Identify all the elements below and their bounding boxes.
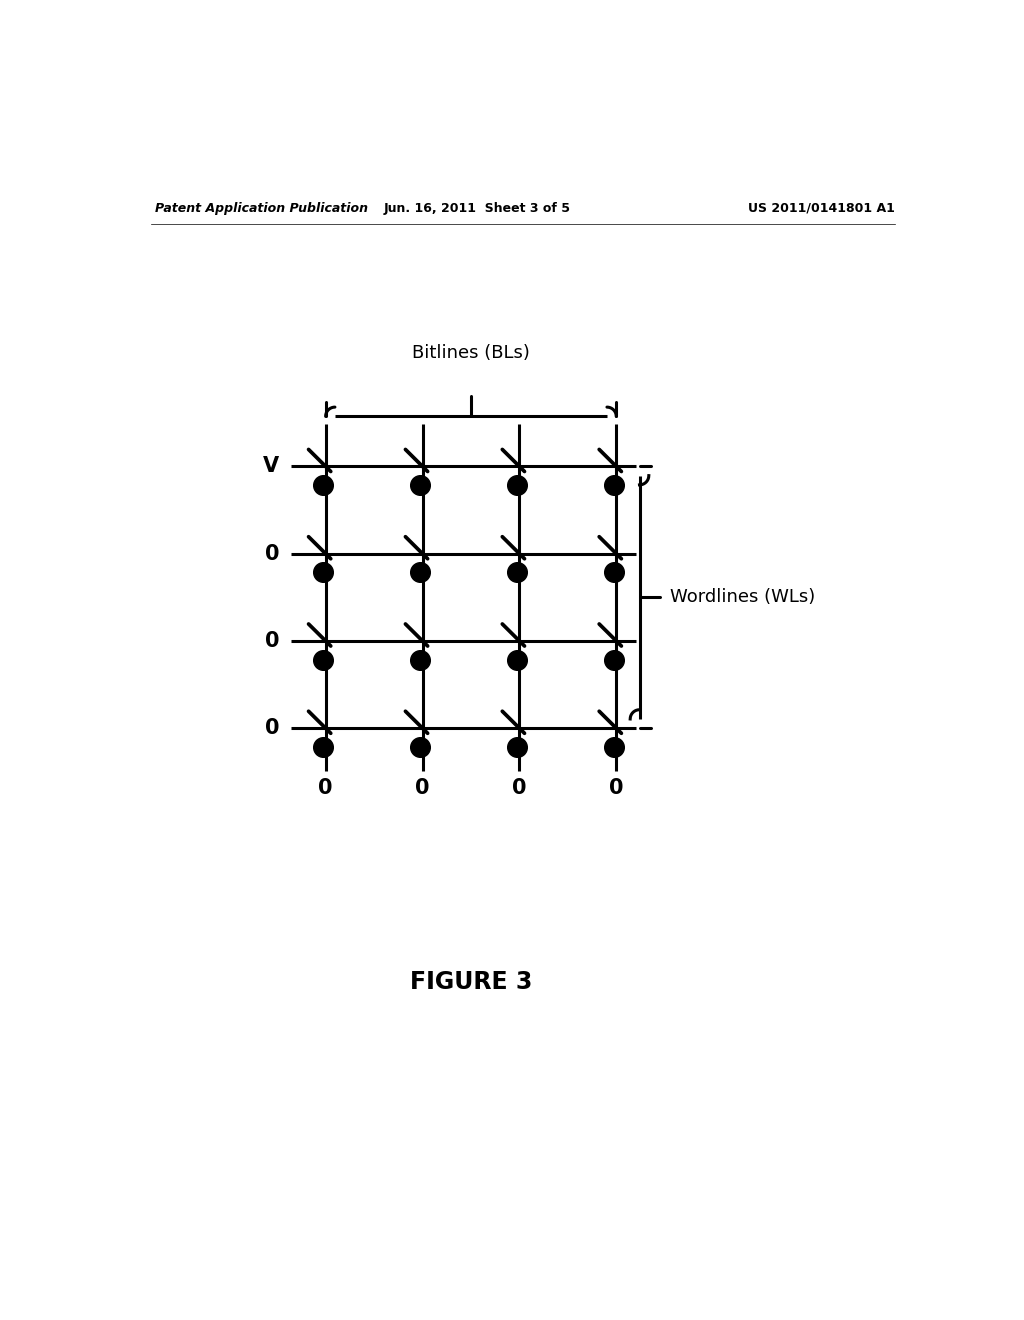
- Text: 0: 0: [609, 779, 624, 799]
- Point: [412, 649, 428, 671]
- Point: [314, 562, 331, 583]
- Point: [412, 562, 428, 583]
- Point: [314, 649, 331, 671]
- Point: [314, 737, 331, 758]
- Point: [509, 562, 525, 583]
- Text: 0: 0: [318, 779, 333, 799]
- Point: [509, 474, 525, 495]
- Point: [412, 474, 428, 495]
- Text: 0: 0: [264, 544, 280, 564]
- Point: [412, 737, 428, 758]
- Text: FIGURE 3: FIGURE 3: [410, 970, 532, 994]
- Text: Bitlines (BLs): Bitlines (BLs): [412, 345, 529, 363]
- Point: [605, 474, 622, 495]
- Text: 0: 0: [512, 779, 526, 799]
- Point: [605, 649, 622, 671]
- Text: 0: 0: [264, 631, 280, 651]
- Text: US 2011/0141801 A1: US 2011/0141801 A1: [749, 202, 895, 215]
- Text: 0: 0: [416, 779, 430, 799]
- Text: Wordlines (WLs): Wordlines (WLs): [671, 589, 816, 606]
- Point: [314, 474, 331, 495]
- Text: Jun. 16, 2011  Sheet 3 of 5: Jun. 16, 2011 Sheet 3 of 5: [383, 202, 570, 215]
- Point: [605, 562, 622, 583]
- Point: [605, 737, 622, 758]
- Text: V: V: [263, 457, 280, 477]
- Text: Patent Application Publication: Patent Application Publication: [155, 202, 368, 215]
- Point: [509, 649, 525, 671]
- Text: 0: 0: [264, 718, 280, 738]
- Point: [509, 737, 525, 758]
